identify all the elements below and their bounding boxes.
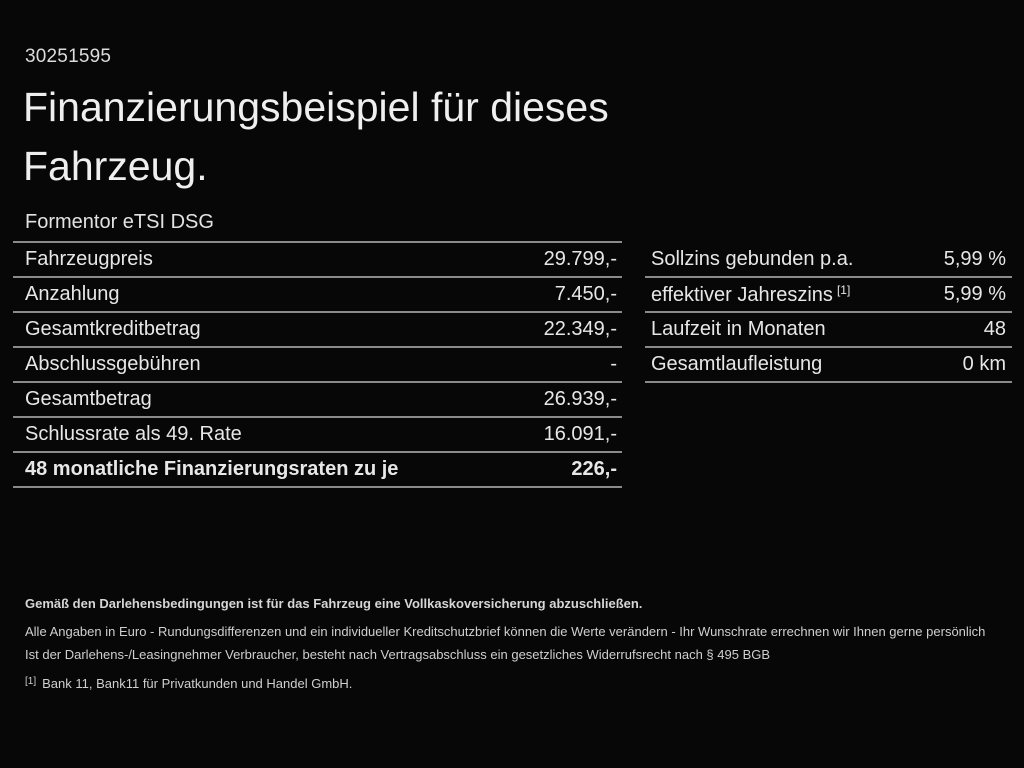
- row-label: Abschlussgebühren: [25, 353, 201, 375]
- row-label: Gesamtlaufleistung: [651, 353, 823, 375]
- row-value: -: [610, 353, 617, 375]
- row-value: 5,99 %: [943, 283, 1006, 305]
- table-row: effektiver Jahreszins [1] 5,99 %: [645, 278, 1012, 313]
- table-row: Laufzeit in Monaten 48: [645, 313, 1012, 348]
- row-label: Gesamtkreditbetrag: [25, 318, 201, 340]
- row-label: Anzahlung: [25, 283, 120, 305]
- table-row: Anzahlung 7.450,-: [13, 278, 622, 313]
- document-number: 30251595: [25, 46, 112, 67]
- legal-footer: Gemäß den Darlehensbedingungen ist für d…: [25, 596, 1015, 692]
- financing-table: Fahrzeugpreis 29.799,- Anzahlung 7.450,- Ges…: [13, 241, 622, 488]
- row-label: Laufzeit in Monaten: [651, 318, 826, 340]
- row-value: 22.349,-: [543, 318, 617, 340]
- row-value: 48: [983, 318, 1006, 340]
- row-value: 16.091,-: [543, 423, 617, 445]
- table-row: Schlussrate als 49. Rate 16.091,-: [13, 418, 622, 453]
- table-row: Sollzins gebunden p.a. 5,99 %: [645, 243, 1012, 278]
- table-row: 48 monatliche Finanzierungsraten zu je 22…: [13, 453, 622, 488]
- row-label: effektiver Jahreszins [1]: [651, 282, 851, 306]
- row-value: 0 km: [962, 353, 1006, 375]
- table-row: Fahrzeugpreis 29.799,-: [13, 243, 622, 278]
- row-value: 29.799,-: [543, 248, 617, 270]
- row-value: 7.450,-: [554, 283, 617, 305]
- footnote-marker: [1]: [25, 676, 37, 687]
- table-row: Gesamtkreditbetrag 22.349,-: [13, 313, 622, 348]
- insurance-note: Gemäß den Darlehensbedingungen ist für d…: [25, 596, 643, 611]
- page-title: Finanzierungsbeispiel für dieses Fahrzeu…: [23, 84, 609, 189]
- conditions-table: Sollzins gebunden p.a. 5,99 % effektiver J…: [645, 243, 1012, 383]
- row-label: Fahrzeugpreis: [25, 248, 153, 270]
- row-label: Schlussrate als 49. Rate: [25, 423, 242, 445]
- footnote: [1] Bank 11, Bank11 für Privatkunden und …: [25, 674, 1015, 692]
- table-row: Abschlussgebühren -: [13, 348, 622, 383]
- table-row: Gesamtbetrag 26.939,-: [13, 383, 622, 418]
- footnote-ref: [1]: [836, 282, 851, 297]
- vehicle-model: Formentor eTSI DSG: [25, 211, 214, 233]
- footnote-text: Bank 11, Bank11 für Privatkunden und Han…: [42, 676, 353, 691]
- disclaimer-line-2: Ist der Darlehens-/Leasingnehmer Verbrau…: [25, 647, 771, 662]
- row-label: 48 monatliche Finanzierungsraten zu je: [25, 458, 399, 480]
- row-value: 26.939,-: [543, 388, 617, 410]
- row-label: Gesamtbetrag: [25, 388, 152, 410]
- row-value: 5,99 %: [943, 248, 1006, 270]
- table-row: Gesamtlaufleistung 0 km: [645, 348, 1012, 383]
- disclaimer-line-1: Alle Angaben in Euro - Rundungsdifferenz…: [25, 624, 986, 639]
- row-value: 226,-: [571, 458, 617, 480]
- row-label: Sollzins gebunden p.a.: [651, 248, 854, 270]
